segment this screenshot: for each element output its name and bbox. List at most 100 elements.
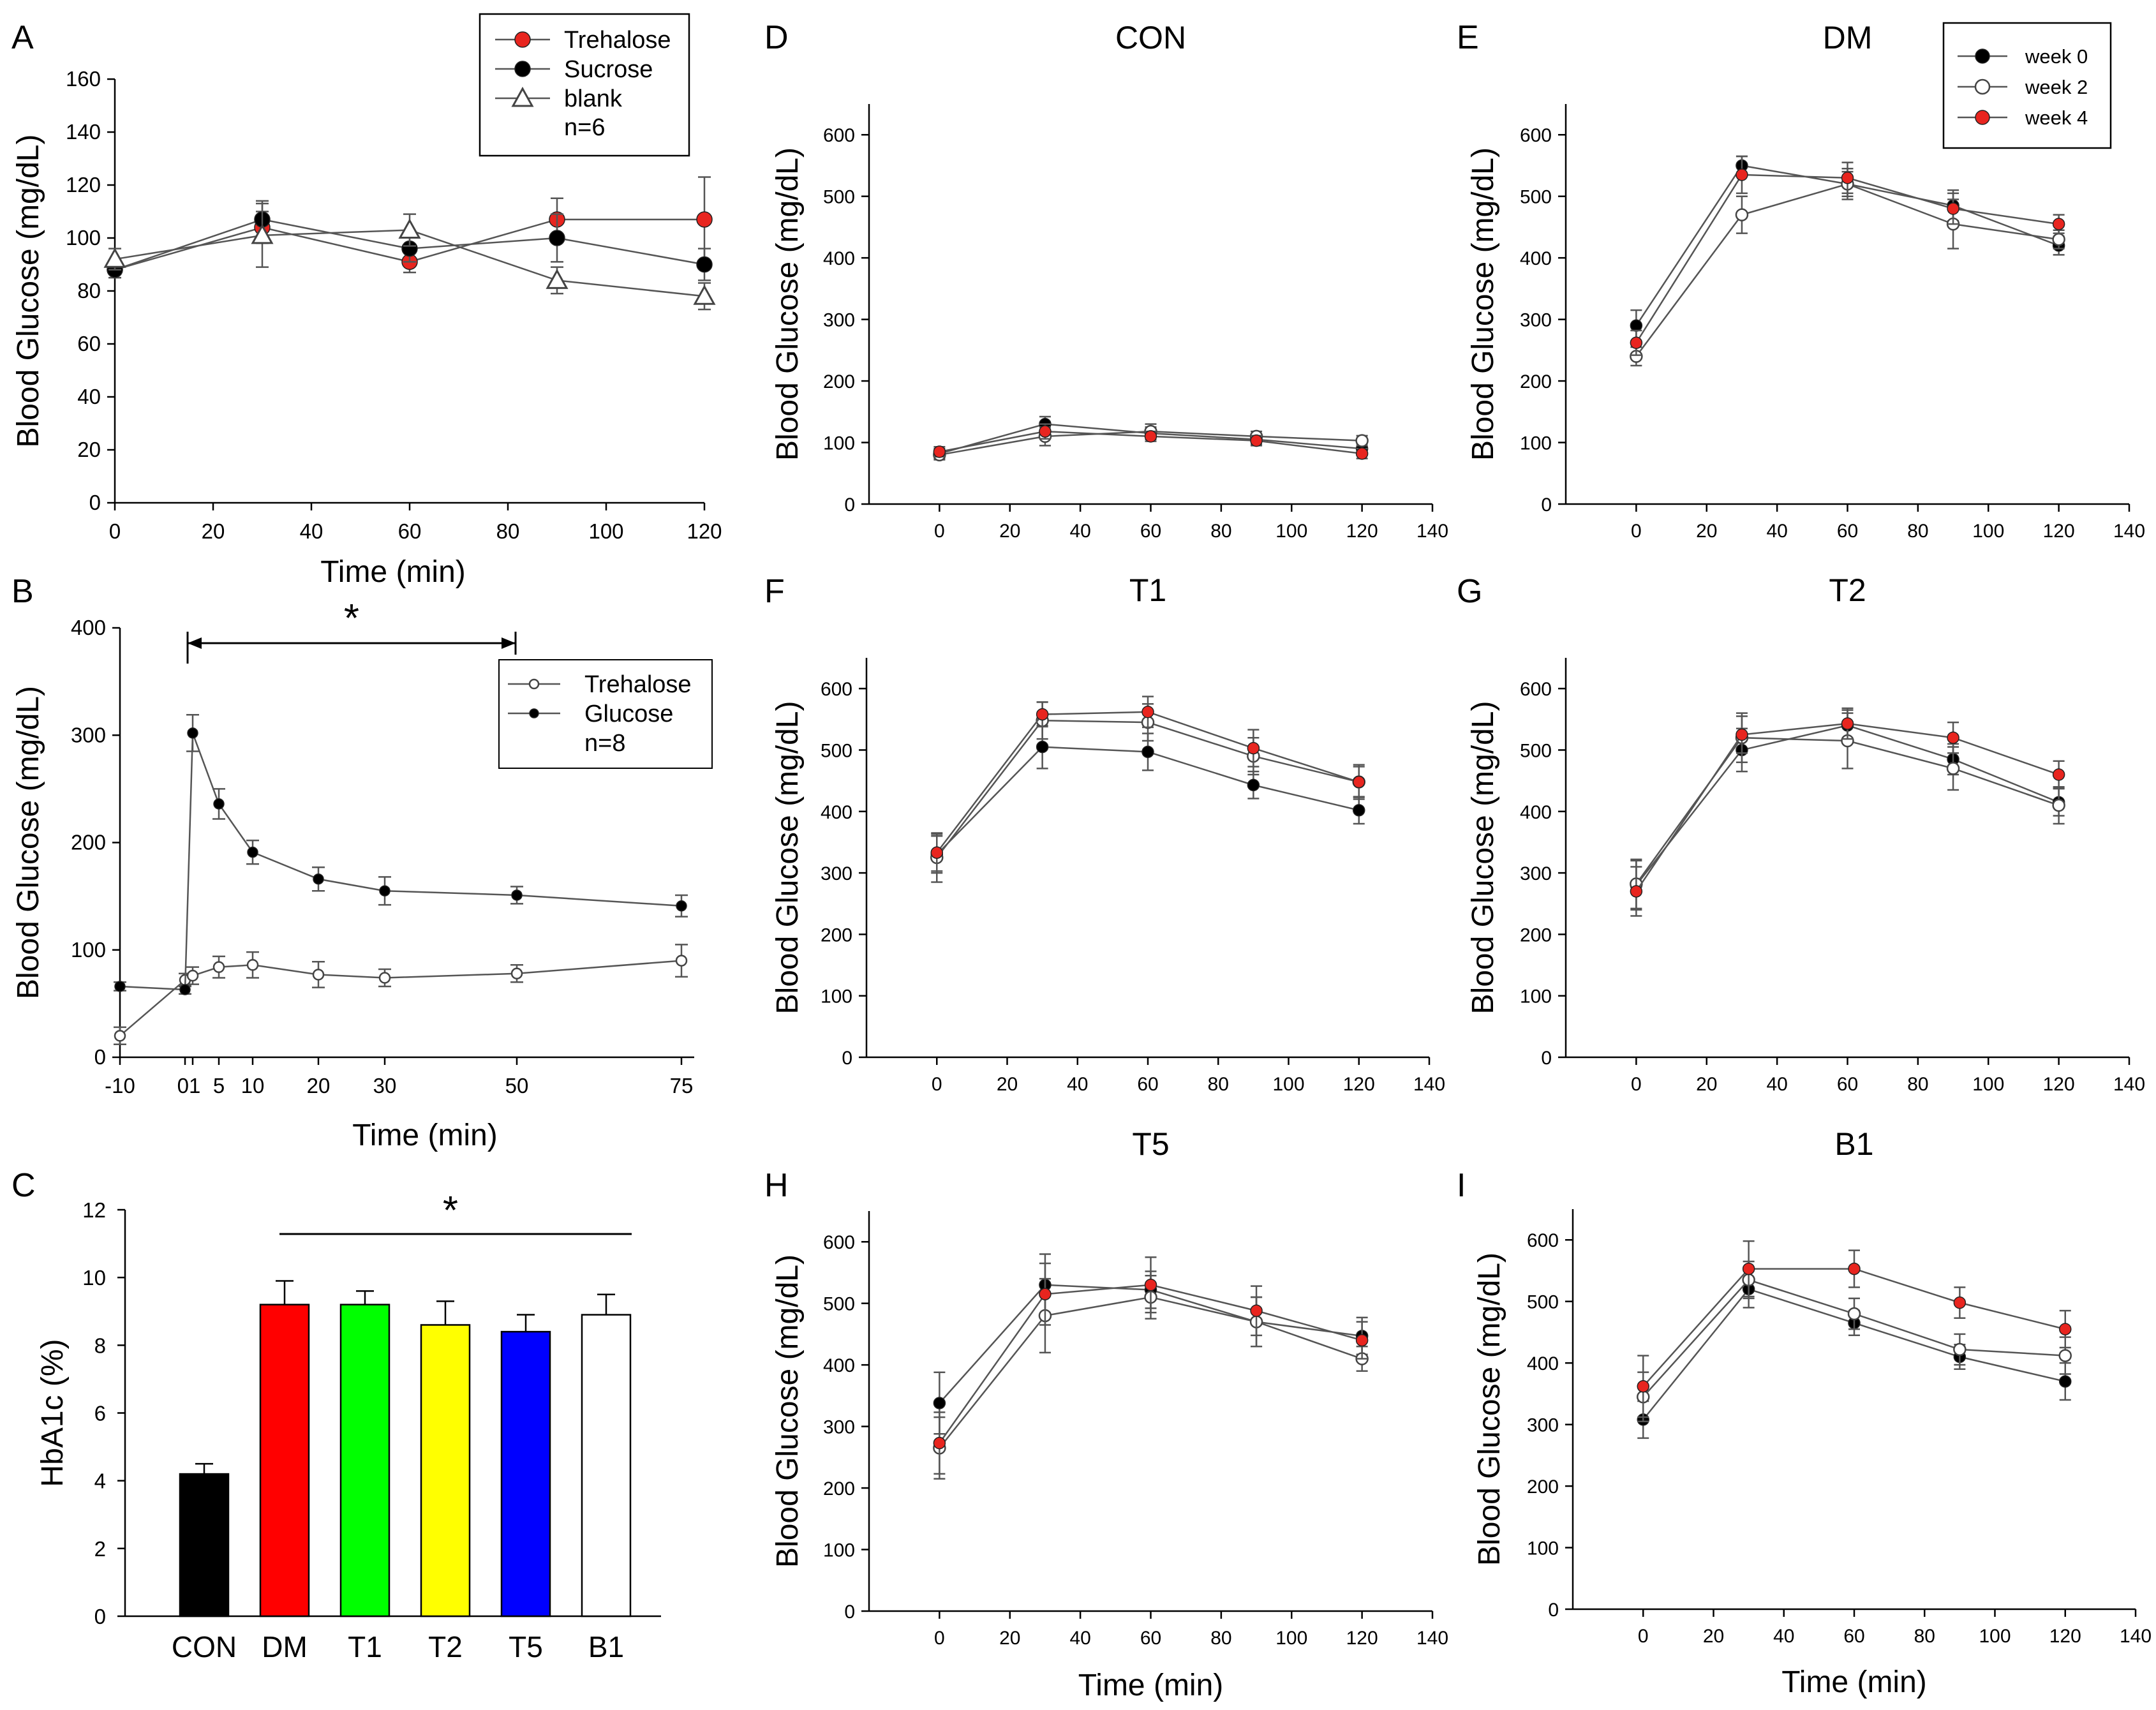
y-tick-label: 400	[1520, 248, 1552, 269]
y-tick-label: 600	[1520, 125, 1552, 146]
panel-e: E 0 100 200 300 400 500 600 0 20 40 60 80 100 120 140 DM…	[1457, 19, 2145, 542]
x-tick-label: 0	[932, 1074, 942, 1095]
y-tick-label: 400	[71, 616, 106, 639]
data-point	[1841, 172, 1854, 184]
x-tick-label: 30	[373, 1074, 397, 1097]
bar-dm	[259, 1304, 310, 1617]
arrow-head	[188, 637, 202, 649]
y-axis-label: Blood Glucose (mg/dL)	[1466, 147, 1500, 461]
y-tick-label: 100	[71, 938, 106, 962]
data-point-triangle	[103, 248, 126, 268]
panel-a: A 0 20 40 60 80 100 120 140 160 0 20 40 60 80 100 120 Blo…	[11, 13, 722, 589]
x-tick-label: 100	[1972, 521, 2004, 542]
x-tick-label: 20	[1703, 1626, 1724, 1647]
x-tick-label: 0	[1631, 521, 1642, 542]
data-point	[933, 1436, 946, 1450]
panel-letter: H	[764, 1167, 789, 1204]
panel-h: H 0 100 200 300 400 500 600 0 20 40 60 80 100 120 140 T5…	[764, 1126, 1448, 1702]
x-tick-label: 20	[1696, 1074, 1717, 1095]
category-label: B1	[588, 1630, 624, 1663]
x-tick-label: 80	[1208, 1074, 1229, 1095]
category-label: T1	[348, 1630, 382, 1663]
data-point	[1953, 1296, 1966, 1309]
y-tick-label: 100	[821, 986, 852, 1007]
data-point	[1848, 1262, 1861, 1275]
x-tick-label: 120	[2043, 1074, 2075, 1095]
x-axis-label: Time (min)	[1078, 1669, 1224, 1702]
bar-t2	[420, 1324, 471, 1617]
x-tick-label: 80	[1210, 521, 1231, 542]
y-axis-label: Blood Glucose (mg/dL)	[771, 701, 805, 1015]
data-point	[1736, 728, 1748, 741]
data-point	[1630, 319, 1643, 332]
category-label: DM	[262, 1630, 308, 1663]
x-tick-label: 40	[1067, 1074, 1088, 1095]
data-point	[246, 959, 259, 971]
y-tick-label: 100	[66, 226, 101, 249]
y-tick-label: 6	[94, 1402, 106, 1425]
data-point	[247, 846, 258, 858]
data-point-triangle	[251, 223, 274, 244]
data-point	[514, 31, 531, 48]
data-point	[1735, 208, 1749, 221]
x-tick-label: 120	[687, 519, 722, 543]
x-tick-label: 50	[505, 1074, 529, 1097]
x-tick-label: 01	[177, 1074, 201, 1097]
legend-note: n=6	[564, 114, 605, 141]
x-tick-label: 60	[1137, 1074, 1158, 1095]
y-tick-label: 400	[1520, 802, 1552, 823]
data-point	[187, 727, 198, 739]
x-tick-label: 120	[1343, 1074, 1375, 1095]
x-tick-label: 80	[1914, 1626, 1935, 1647]
y-axis-label: HbA1c (%)	[36, 1339, 70, 1487]
y-axis-label: Blood Glucose (mg/dL)	[1473, 1253, 1506, 1566]
y-tick-label: 200	[71, 831, 106, 854]
panel-b: B 0 100 200 300 400 -10 01 5 10 20 30 50 75 Blood Gluc…	[11, 573, 713, 1152]
panel-letter: F	[764, 573, 785, 610]
data-point	[511, 889, 523, 901]
y-tick-label: 200	[821, 925, 852, 946]
x-tick-label: 140	[2113, 521, 2145, 542]
bar-t5	[500, 1330, 551, 1617]
y-tick-label: 160	[66, 67, 101, 91]
data-point	[379, 885, 390, 896]
panel-d: D 0 100 200 300 400 500 600 0 20 40 60 80 100 120 140 CO…	[764, 19, 1448, 542]
legend-note: n=8	[584, 730, 625, 757]
y-tick-label: 300	[1520, 863, 1552, 884]
data-point	[1630, 885, 1643, 898]
data-point	[2058, 1349, 2072, 1362]
bar-t1	[339, 1304, 390, 1617]
x-tick-label: 20	[1696, 521, 1717, 542]
x-tick-label: 20	[999, 1628, 1020, 1649]
x-tick-label: 120	[1346, 1628, 1378, 1649]
data-point	[1355, 434, 1369, 447]
data-point	[549, 230, 565, 246]
y-tick-label: 400	[821, 802, 852, 823]
x-tick-label: 40	[300, 519, 323, 543]
y-tick-label: 100	[1520, 986, 1552, 1007]
legend-label: blank	[564, 86, 623, 112]
y-tick-label: 300	[823, 1417, 855, 1438]
y-axis-label: Blood Glucose (mg/dL)	[11, 686, 45, 999]
chart-title: CON	[1115, 20, 1186, 56]
data-point	[1353, 804, 1365, 817]
data-point	[1250, 1304, 1263, 1318]
data-point	[1039, 425, 1052, 438]
data-point	[1247, 741, 1260, 755]
y-tick-label: 80	[77, 279, 101, 302]
x-tick-label: 60	[1843, 1626, 1864, 1647]
data-point	[1947, 202, 1959, 215]
legend-label: Sucrose	[564, 56, 653, 83]
category-label: CON	[172, 1630, 237, 1663]
x-tick-label: 60	[1140, 521, 1161, 542]
y-tick-label: 0	[1548, 1600, 1559, 1621]
data-point	[114, 981, 126, 992]
data-point	[1247, 778, 1260, 792]
x-tick-label: 100	[1275, 1628, 1307, 1649]
data-point	[212, 961, 225, 973]
x-tick-label: 120	[1346, 521, 1378, 542]
y-tick-label: 100	[823, 1540, 855, 1561]
panel-letter: C	[11, 1167, 36, 1204]
data-point	[510, 967, 523, 980]
